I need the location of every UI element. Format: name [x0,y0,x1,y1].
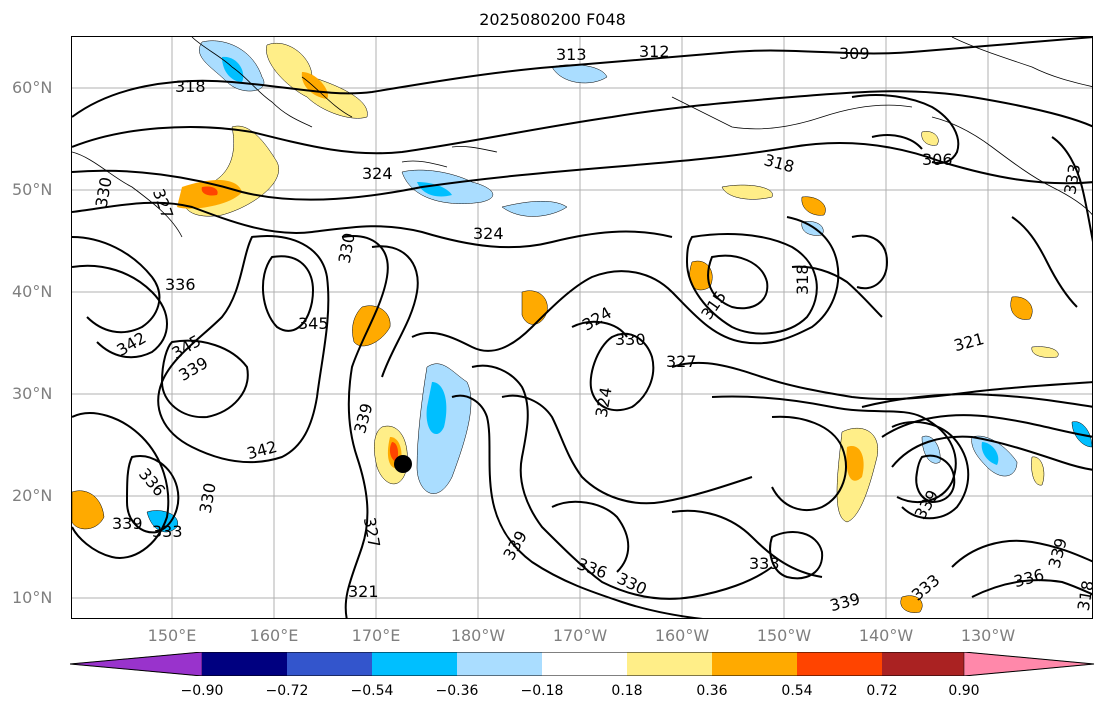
colorbar-tick: −0.36 [435,683,479,699]
colorbar-tick: 0.54 [781,683,813,699]
contour-label: 324 [579,303,615,335]
graticule [72,37,1092,618]
contour-label: 313 [556,45,587,64]
colorbar-tick: −0.90 [180,683,224,699]
lon-label: 140°W [858,626,914,645]
lon-label: 170°E [351,626,401,645]
contour-label: 312 [639,42,670,61]
shaded-field [72,40,1092,613]
colorbar-tick: −0.18 [520,683,564,699]
colorbar [70,652,1095,676]
contour-label: 318 [762,150,796,176]
lat-label: 40°N [12,282,53,301]
lat-label: 30°N [12,384,53,403]
contour-label: 339 [350,401,376,435]
contour-label: 321 [348,582,379,601]
lat-label: 50°N [12,180,53,199]
lon-label: 150°W [756,626,812,645]
contours [72,37,1092,618]
colorbar-swatch [70,652,203,676]
colorbar-swatch [457,652,542,676]
colorbar-swatch [202,652,287,676]
colorbar-swatch [882,652,964,676]
contour-label: 339 [828,589,862,615]
colorbar-swatch [712,652,797,676]
map-canvas: 318 313 312 309 306 324 330 327 324 336 … [72,37,1093,618]
colorbar-tick: −0.72 [265,683,309,699]
map-title: 2025080200 F048 [479,10,626,29]
lat-label: 10°N [12,588,53,607]
contour-label: 327 [149,186,177,221]
contour-label: 336 [165,275,196,294]
contour-label: 330 [615,330,646,349]
lat-label: 20°N [12,486,53,505]
map-panel: 318 313 312 309 306 324 330 327 324 336 … [71,36,1093,619]
contour-label: 324 [362,164,393,183]
contour-label: 324 [473,224,504,243]
contour-label: 318 [1074,579,1093,612]
colorbar-swatch [963,652,1095,676]
contour-label: 330 [92,176,116,209]
colorbar-swatch [627,652,712,676]
contour-label: 336 [135,464,169,500]
contour-label: 309 [839,44,870,63]
colorbar-swatch [797,652,882,676]
colorbar-outline [70,652,1095,676]
contour-label: 339 [112,514,143,533]
lon-label: 180°W [450,626,506,645]
contour-label: 333 [152,522,183,541]
lon-label: 160°W [654,626,710,645]
lon-label: 130°W [960,626,1016,645]
lon-label: 170°W [552,626,608,645]
contour-label: 321 [952,329,986,355]
contour-label: 339 [1045,536,1071,570]
colorbar-tick: 0.72 [866,683,898,699]
contour-label: 333 [1060,163,1084,196]
contour-label: 306 [922,150,953,169]
storm-center-marker [394,455,412,473]
colorbar-swatch [372,652,457,676]
contour-label: 315 [697,287,730,323]
colorbar-tick: 0.36 [696,683,728,699]
contour-label: 318 [793,264,812,295]
colorbar-tick: −0.54 [350,683,394,699]
contour-label: 330 [196,481,220,514]
contour-label: 327 [666,352,697,371]
lon-label: 150°E [147,626,197,645]
contour-label: 318 [175,77,206,96]
colorbar-swatch [287,652,372,676]
lat-label: 60°N [12,78,53,97]
contour-label: 324 [592,386,616,419]
contour-label: 345 [298,314,329,333]
colorbar-tick: 0.18 [611,683,643,699]
contour-label: 333 [749,554,780,573]
contour-label: 330 [335,231,359,264]
contour-label: 336 [1012,565,1046,591]
lon-label: 160°E [249,626,299,645]
colorbar-tick: 0.90 [948,683,980,699]
colorbar-swatch [542,652,627,676]
